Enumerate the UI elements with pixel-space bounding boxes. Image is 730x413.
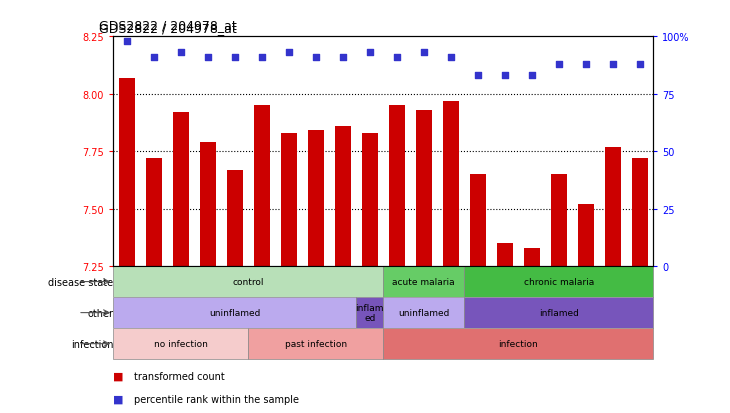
Text: other: other [87,308,113,318]
Text: inflam
ed: inflam ed [356,303,384,323]
Bar [145,159,162,266]
Bar [118,78,135,266]
Bar [464,266,653,297]
Text: acute malaria: acute malaria [393,278,455,286]
Bar [172,113,189,266]
Text: uninflamed: uninflamed [398,309,450,317]
Point [256,55,268,61]
Point [202,55,214,61]
Text: past infection: past infection [285,339,347,348]
Point [391,55,403,61]
Point [472,73,484,79]
Bar [469,175,486,266]
Bar [464,297,653,328]
Text: infection: infection [71,339,113,349]
Bar [307,131,324,266]
Point [229,55,241,61]
Point [607,62,619,68]
Bar [383,297,464,328]
Bar [577,204,594,266]
Text: ■: ■ [113,371,123,381]
Bar [226,170,243,266]
Point [445,55,457,61]
Bar [248,328,383,359]
Bar [199,142,216,266]
Bar [361,133,378,266]
Point [580,62,592,68]
Bar [523,248,540,266]
Text: percentile rank within the sample: percentile rank within the sample [134,394,299,404]
Text: chronic malaria: chronic malaria [523,278,594,286]
Point [634,62,646,68]
Point [175,50,187,57]
Bar [383,328,653,359]
Bar [604,147,621,266]
Point [499,73,511,79]
Bar [113,266,383,297]
Text: control: control [232,278,264,286]
Point [364,50,376,57]
Text: no infection: no infection [154,339,207,348]
Point [283,50,295,57]
Text: uninflamed: uninflamed [209,309,261,317]
Text: inflamed: inflamed [539,309,579,317]
Point [418,50,430,57]
Point [337,55,349,61]
Bar [550,175,567,266]
Point [121,38,133,45]
Point [553,62,565,68]
Point [526,73,538,79]
Text: ■: ■ [113,394,123,404]
Text: GDS2822 / 204978_at: GDS2822 / 204978_at [99,19,237,32]
Text: transformed count: transformed count [134,371,224,381]
Point [147,55,160,61]
Bar [280,133,297,266]
Bar [496,244,513,266]
Bar [113,328,248,359]
Bar [253,106,270,266]
Point [310,55,322,61]
Bar [388,106,405,266]
Text: disease state: disease state [48,277,113,287]
Bar [631,159,648,266]
Text: infection: infection [499,339,538,348]
Bar [334,126,351,266]
Text: GDS2822 / 204978_at: GDS2822 / 204978_at [99,22,237,35]
Bar [113,297,356,328]
Bar [383,266,464,297]
Bar [415,111,432,266]
Bar [442,101,459,266]
Bar [356,297,383,328]
